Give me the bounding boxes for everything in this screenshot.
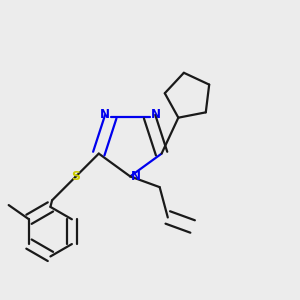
Text: N: N <box>130 170 140 183</box>
Text: N: N <box>151 107 160 121</box>
Text: S: S <box>71 170 80 184</box>
Text: N: N <box>100 107 110 121</box>
